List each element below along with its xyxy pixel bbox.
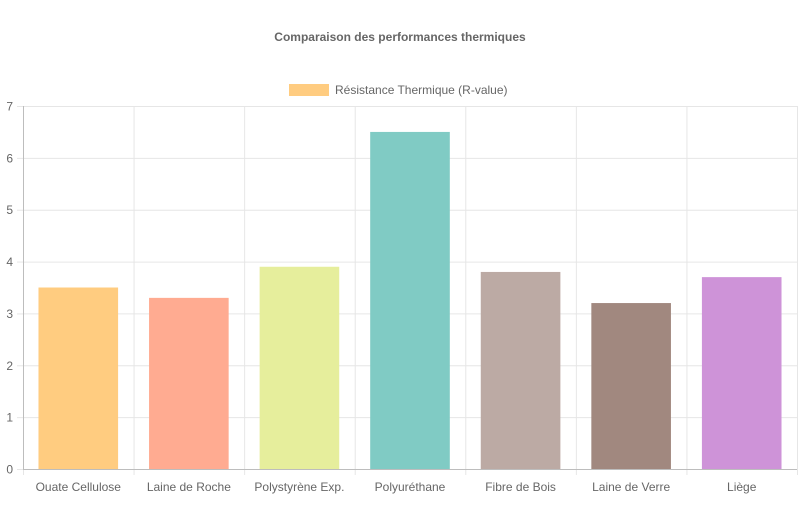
x-tick-label: Polystyrène Exp.	[254, 480, 344, 494]
y-axis-ticks: 0 1 2 3 4 5 6 7	[6, 100, 13, 477]
legend-swatch	[289, 84, 329, 96]
x-tick-label: Polyuréthane	[375, 480, 446, 494]
x-axis-ticks: Ouate Cellulose Laine de Roche Polystyrène…	[36, 480, 757, 494]
y-tick-label: 7	[6, 100, 13, 114]
axes	[23, 106, 797, 470]
legend[interactable]: Résistance Thermique (R-value)	[289, 83, 508, 97]
bar[interactable]: Laine de Verre: 3.2	[591, 303, 671, 469]
bar[interactable]: Liège: 3.7	[701, 277, 782, 469]
y-tick-label: 2	[6, 359, 13, 373]
bar[interactable]: Laine de Roche: 3.3	[149, 297, 229, 469]
x-tick-label: Laine de Roche	[147, 480, 231, 494]
bar[interactable]: Polyuréthane: 6.5	[370, 131, 450, 469]
y-tick-label: 0	[6, 463, 13, 477]
legend-label: Résistance Thermique (R-value)	[335, 83, 508, 97]
x-tick-label: Ouate Cellulose	[36, 480, 122, 494]
y-tick-label: 6	[6, 151, 13, 165]
bar[interactable]: Fibre de Bois: 3.8	[480, 271, 561, 469]
x-tick-label: Fibre de Bois	[485, 480, 556, 494]
y-tick-label: 4	[6, 255, 13, 269]
x-tick-label: Laine de Verre	[592, 480, 670, 494]
bar[interactable]: Ouate Cellulose: 3.5	[38, 287, 119, 470]
y-tick-label: 3	[6, 307, 13, 321]
bars: Ouate Cellulose: 3.5 Laine de Roche: 3.3 P…	[38, 131, 782, 470]
x-tick-label: Liège	[727, 480, 757, 494]
chart-title: Comparaison des performances thermiques	[274, 30, 526, 44]
y-tick-label: 5	[6, 203, 13, 217]
bar[interactable]: Polystyrène Exp.: 3.9	[259, 266, 340, 469]
y-tick-label: 1	[6, 411, 13, 425]
